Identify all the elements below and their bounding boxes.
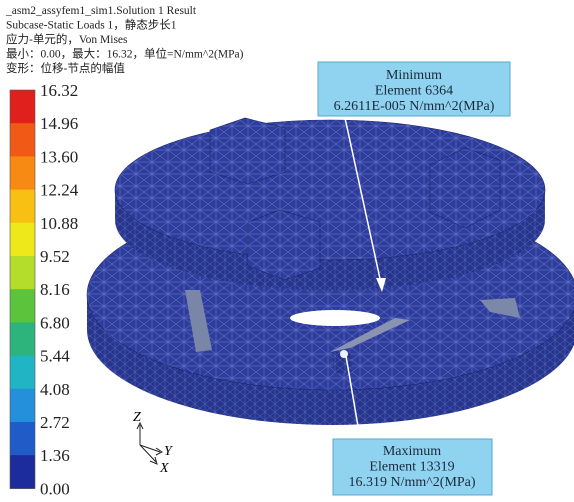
min-callout-line: Element 6364	[375, 84, 453, 99]
legend-band	[10, 156, 35, 190]
z-axis	[137, 423, 143, 445]
min-callout-line: 6.2611E-005 N/mm^2(MPa)	[334, 99, 495, 114]
block	[210, 118, 285, 184]
max-callout-line: Maximum	[383, 444, 441, 459]
block	[248, 210, 320, 280]
legend-label: 13.60	[40, 147, 78, 166]
max-callout-line: Element 13319	[369, 460, 454, 475]
header: _asm2_assyfem1_sim1.Solution 1 ResultSub…	[5, 5, 244, 75]
legend-label: 2.72	[40, 413, 70, 432]
axis-triad	[137, 423, 162, 464]
legend-label: 5.44	[40, 347, 70, 366]
header-line: 最小：0.00，最大：16.32，单位=N/mm^2(MPa)	[6, 47, 244, 61]
legend-band	[10, 190, 35, 224]
legend-band	[10, 289, 35, 323]
legend-label: 10.88	[40, 214, 78, 233]
axis-label: Z	[133, 410, 141, 425]
axis-label: X	[159, 461, 169, 476]
legend-band	[10, 123, 35, 157]
axis-label: Y	[164, 444, 174, 459]
legend-label: 8.16	[40, 280, 70, 299]
header-line: 应力-单元的，Von Mises	[6, 32, 128, 46]
legend-label: 12.24	[40, 181, 79, 200]
legend-band	[10, 356, 35, 390]
legend-band	[10, 455, 35, 489]
legend-label: 14.96	[40, 114, 78, 133]
legend-label: 9.52	[40, 247, 70, 266]
legend-label: 0.00	[40, 479, 70, 497]
color-legend: 16.32 14.96 13.60 12.24 10.88 9.52 8.16 6.80 5.4…	[10, 81, 79, 497]
legend-label: 4.08	[40, 380, 70, 399]
y-axis	[140, 445, 162, 455]
legend-band	[10, 389, 35, 423]
legend-label: 1.36	[40, 446, 70, 465]
legend-band	[10, 223, 35, 257]
legend-band	[10, 322, 35, 356]
model	[87, 118, 574, 425]
header-line: Subcase-Static Loads 1，静态步长1	[6, 18, 177, 32]
header-line: 变形：位移-节点的幅值	[6, 61, 125, 75]
legend-label: 16.32	[40, 81, 78, 100]
legend-band	[10, 90, 35, 124]
viewport: _asm2_assyfem1_sim1.Solution 1 ResultSub…	[0, 0, 574, 497]
legend-label: 6.80	[40, 313, 70, 332]
legend-band	[10, 256, 35, 290]
max-callout-line: 16.319 N/mm^2(MPa)	[348, 475, 475, 490]
header-line: _asm2_assyfem1_sim1.Solution 1 Result	[5, 5, 197, 17]
legend-band	[10, 422, 35, 456]
gap	[290, 310, 380, 326]
min-callout-line: Minimum	[386, 68, 442, 83]
